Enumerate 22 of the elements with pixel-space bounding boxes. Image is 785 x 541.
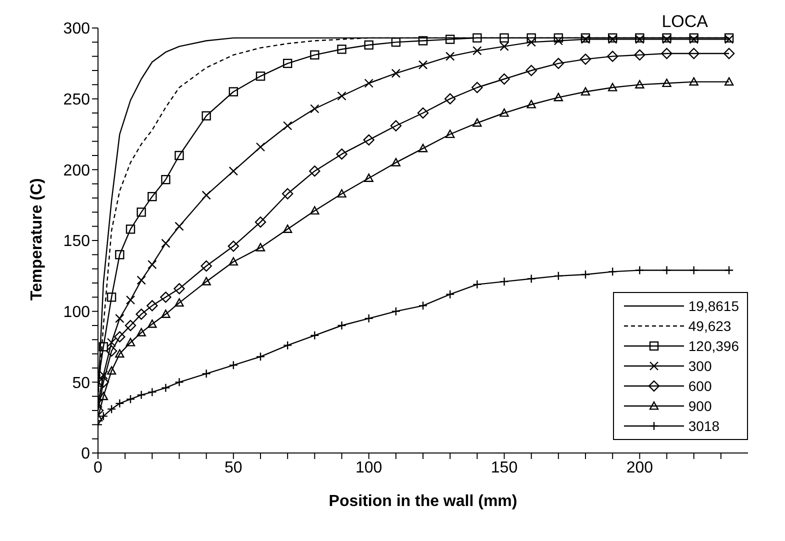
y-tick-label: 250 [63, 92, 90, 109]
legend-label: 19,8615 [688, 298, 739, 314]
y-tick-label: 100 [63, 304, 90, 322]
x-axis-title: Position in the wall (mm) [328, 493, 518, 510]
y-tick-label: 0 [81, 446, 90, 463]
legend-label: 900 [688, 398, 712, 414]
x-tick-label: 150 [490, 459, 518, 476]
legend-label: 300 [688, 358, 712, 374]
annotation: LOCA [662, 12, 708, 32]
legend-label: 3018 [688, 418, 720, 434]
y-tick-label: 300 [63, 20, 90, 38]
legend-label: 49,623 [688, 318, 732, 334]
y-tick-label: 200 [63, 162, 90, 180]
y-axis-title: Temperature (C) [28, 178, 46, 300]
x-tick-label: 100 [355, 459, 382, 476]
legend-label: 600 [688, 378, 712, 394]
legend-label: 120,396 [688, 338, 739, 354]
y-tick-label: 150 [63, 233, 90, 250]
x-tick-label: 200 [626, 459, 654, 476]
y-tick-label: 50 [72, 374, 90, 392]
x-tick-label: 50 [224, 459, 242, 476]
x-tick-label: 0 [94, 459, 103, 476]
